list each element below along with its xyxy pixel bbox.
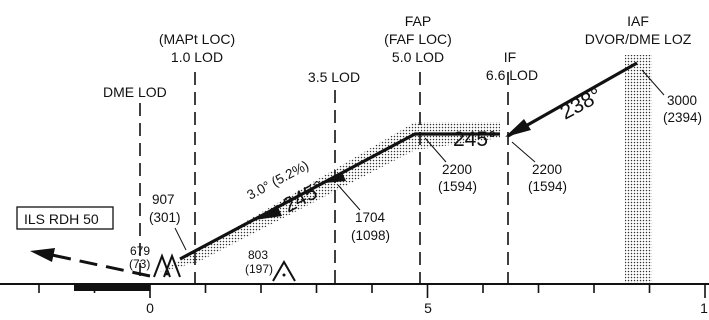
iaf-height: (2394) [663,110,702,125]
mapt-height: (301) [149,210,181,225]
threshold-height: (73) [129,257,150,271]
obstacle-symbol-threshold [153,253,181,278]
scale-label-5: 5 [424,300,432,316]
final-arrowhead [255,205,282,220]
arrival-track [507,61,638,138]
scale-label-10: 1 [700,300,708,316]
sd-3-5-height: (1098) [351,228,390,243]
rdh-box [16,206,114,230]
obstacle-symbol [272,260,296,282]
intermediate-course: 245° [453,128,496,151]
obstacle-height: (197) [245,262,273,276]
fap-height: (1594) [438,179,477,194]
arrival-arrowhead [505,119,531,137]
fap-label-line3: 5.0 LOD [392,49,444,65]
missed-approach-arrowhead [30,248,55,262]
mapt-label-line1: (MAPt LOC) [159,31,235,47]
iaf-label-line1: IAF [627,13,649,29]
if-altitude-leader [511,141,536,163]
if-altitude: 2200 [532,162,562,177]
mapt-altitude-leader [174,227,187,251]
missed-approach-path [51,253,151,278]
runway-bar [74,284,150,291]
obstacle-altitude: 803 [248,248,268,262]
fap-label-line1: FAP [405,13,431,29]
sd-3-5-altitude-leader [337,184,361,211]
rdh-label: ILS RDH 50 [24,211,99,227]
distance-scale [38,284,706,298]
iaf-altitude: 3000 [667,93,697,108]
arrival-course: 238° [557,84,606,125]
sd-3-5-label: 3.5 LOD [308,69,360,85]
descent-path [179,132,500,261]
fap-altitude-leader [424,137,447,163]
if-height: (1594) [528,179,567,194]
dme-lod-label: DME LOD [103,84,167,100]
mapt-label-line2: 1.0 LOD [171,49,223,65]
obstacle-dot [282,273,286,277]
fap-altitude: 2200 [442,162,472,177]
mapt-altitude: 907 [152,192,175,207]
scale-label-0: 0 [146,300,154,316]
iaf-label-line2: DVOR/DME LOZ [585,31,692,47]
iaf-altitude-leader [641,69,665,96]
glidepath-shading [160,122,500,272]
intermediate-arrowhead [325,172,346,183]
obstacle-dot-threshold [165,272,169,276]
iaf-altitude-shading [625,55,652,284]
fap-label-line2: (FAF LOC) [384,31,452,47]
threshold-altitude: 679 [130,244,150,258]
sd-3-5-altitude: 1704 [355,210,386,225]
if-label-line2: 6.6 LOD [486,67,538,83]
if-label-line1: IF [504,49,516,65]
